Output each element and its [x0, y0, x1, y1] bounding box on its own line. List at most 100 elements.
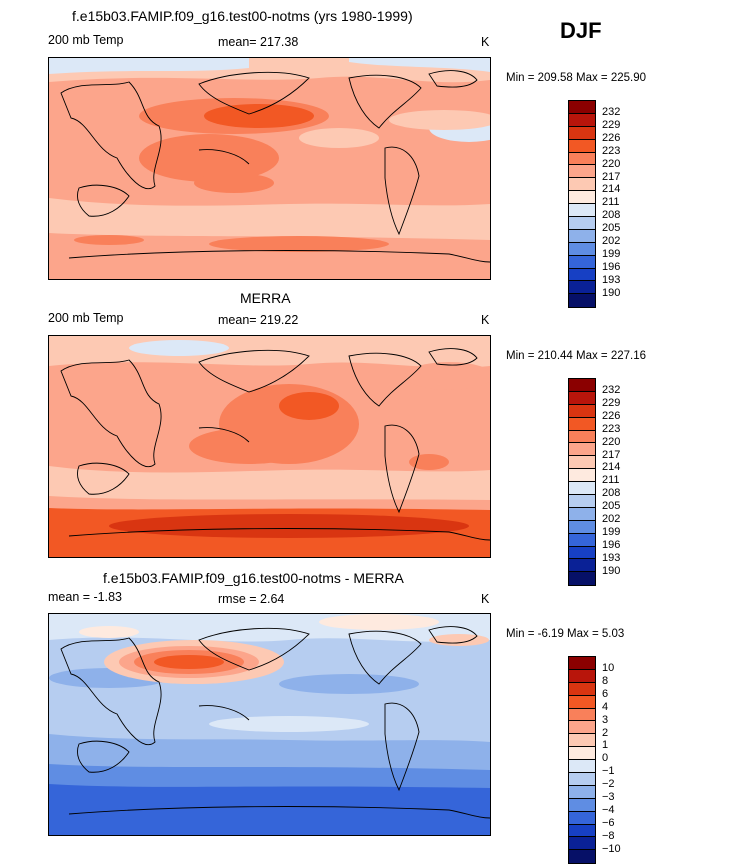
colorbar-swatch [569, 507, 595, 521]
colorbar-swatch [569, 101, 595, 114]
panel-2-contour-plot [49, 336, 490, 557]
colorbar-tick-label: −2 [602, 778, 615, 791]
colorbar-swatch [569, 682, 595, 696]
colorbar-swatch [569, 811, 595, 825]
colorbar-swatch [569, 404, 595, 418]
panel-3-colorbar [568, 656, 596, 864]
colorbar-swatch [569, 482, 595, 496]
colorbar-swatch [569, 152, 595, 166]
colorbar-tick-label: 199 [602, 247, 621, 260]
colorbar-swatch [569, 242, 595, 256]
colorbar-swatch [569, 204, 595, 218]
colorbar-tick-label: 196 [602, 538, 621, 551]
colorbar-tick-label: −1 [602, 765, 615, 778]
colorbar-swatch [569, 495, 595, 508]
colorbar-tick-label: 211 [602, 196, 620, 209]
colorbar-swatch [569, 417, 595, 431]
colorbar-tick-label: 8 [602, 674, 609, 687]
panel-2-colorbar-labels: 232 229 226 223 220 217 214 211 208 205 202 199 196 1… [602, 384, 620, 578]
colorbar-swatch [569, 760, 595, 774]
colorbar-swatch [569, 217, 595, 230]
panel-2-mean-label: mean= 219.22 [218, 313, 299, 327]
colorbar-swatch [569, 708, 595, 722]
colorbar-swatch [569, 572, 595, 586]
colorbar-tick-label: 214 [602, 461, 621, 474]
panel-3-min-max: Min = -6.19 Max = 5.03 [506, 628, 625, 640]
colorbar-swatch [569, 294, 595, 308]
colorbar-tick-label: 229 [602, 396, 621, 409]
colorbar-tick-label: 208 [602, 209, 621, 222]
colorbar-tick-label: 202 [602, 235, 621, 248]
colorbar-tick-label: 6 [602, 687, 609, 700]
colorbar-tick-label: 0 [602, 752, 609, 765]
colorbar-swatch [569, 824, 595, 838]
colorbar-swatch [569, 850, 595, 864]
colorbar-swatch [569, 747, 595, 761]
colorbar-swatch [569, 191, 595, 205]
colorbar-tick-label: 199 [602, 525, 621, 538]
colorbar-swatch [569, 469, 595, 483]
colorbar-swatch [569, 669, 595, 683]
panel-1-mean-label: mean= 217.38 [218, 35, 299, 49]
colorbar-swatch [569, 255, 595, 269]
colorbar-tick-label: 10 [602, 662, 615, 674]
colorbar-swatch [569, 773, 595, 786]
colorbar-tick-label: 196 [602, 260, 621, 273]
colorbar-swatch [569, 139, 595, 153]
panel-2-map [48, 335, 491, 558]
colorbar-tick-label: 220 [602, 435, 621, 448]
colorbar-tick-label: 208 [602, 487, 621, 500]
colorbar-swatch [569, 657, 595, 670]
panel-1-min-max: Min = 209.58 Max = 225.90 [506, 72, 647, 84]
colorbar-swatch [569, 430, 595, 444]
colorbar-tick-label: 2 [602, 726, 609, 739]
panel-1-contour-plot [49, 58, 490, 279]
panel-2-title: MERRA [240, 290, 291, 306]
colorbar-swatch [569, 456, 595, 470]
colorbar-swatch [569, 443, 595, 457]
colorbar-swatch [569, 379, 595, 392]
colorbar-swatch [569, 785, 595, 799]
colorbar-swatch [569, 281, 595, 295]
colorbar-swatch [569, 520, 595, 534]
colorbar-tick-label: 202 [602, 513, 621, 526]
colorbar-swatch [569, 229, 595, 243]
colorbar-swatch [569, 734, 595, 748]
panel-1-map [48, 57, 491, 280]
colorbar-tick-label: 211 [602, 474, 620, 487]
colorbar-swatch [569, 695, 595, 709]
colorbar-swatch [569, 126, 595, 140]
colorbar-swatch [569, 546, 595, 560]
colorbar-swatch [569, 178, 595, 192]
colorbar-swatch [569, 721, 595, 735]
colorbar-tick-label: 229 [602, 118, 621, 131]
panel-2-units-label: K [481, 313, 490, 327]
colorbar-tick-label: 1 [602, 739, 609, 752]
colorbar-tick-label: 232 [602, 106, 621, 118]
colorbar-tick-label: 217 [602, 448, 621, 461]
panel-3-mean-label: mean = -1.83 [48, 590, 123, 604]
panel-1-title: f.e15b03.FAMIP.f09_g16.test00-notms (yrs… [72, 8, 413, 24]
panel-2-min-max: Min = 210.44 Max = 227.16 [506, 350, 647, 362]
panel-1-units-label: K [481, 35, 490, 49]
panel-1-variable-label: 200 mb Temp [48, 33, 124, 47]
panel-3-map [48, 613, 491, 836]
panel-3-colorbar-labels: 10 8 6 4 3 2 1 0 −1 −2 −3 −4 −6 −8 −10 [602, 662, 621, 856]
season-label: DJF [560, 18, 602, 43]
colorbar-tick-label: 3 [602, 713, 609, 726]
colorbar-tick-label: −4 [602, 803, 615, 816]
panel-2-variable-label: 200 mb Temp [48, 311, 124, 325]
colorbar-tick-label: −3 [602, 791, 615, 804]
colorbar-tick-label: −8 [602, 829, 615, 842]
colorbar-tick-label: 190 [602, 286, 621, 299]
colorbar-tick-label: 205 [602, 500, 621, 513]
panel-1-colorbar-labels: 232 229 226 223 220 217 214 211 208 205 202 199 196 1… [602, 106, 620, 300]
colorbar-tick-label: 223 [602, 144, 621, 157]
colorbar-swatch [569, 165, 595, 179]
colorbar-tick-label: 220 [602, 157, 621, 170]
colorbar-tick-label: 214 [602, 183, 621, 196]
colorbar-tick-label: 193 [602, 551, 621, 564]
colorbar-tick-label: 226 [602, 409, 621, 422]
colorbar-swatch [569, 113, 595, 127]
colorbar-tick-label: 223 [602, 422, 621, 435]
